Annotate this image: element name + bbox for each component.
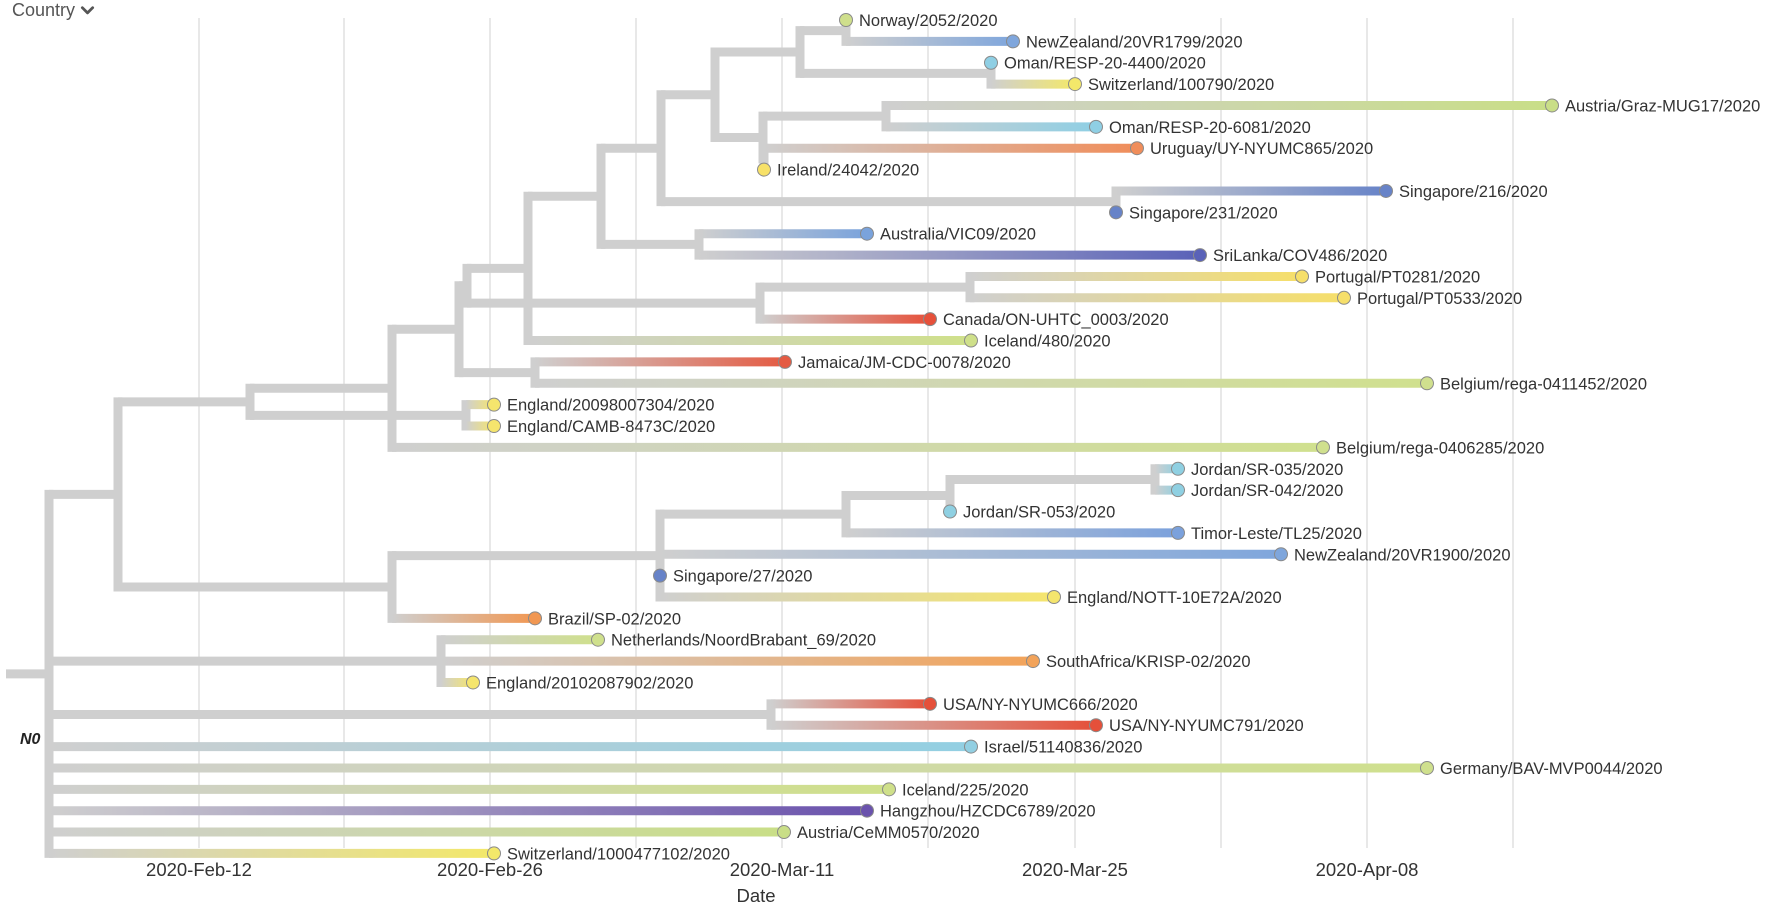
tip-node[interactable] — [528, 611, 542, 626]
tip-label: Switzerland/100790/2020 — [1088, 76, 1274, 94]
tip-label: Norway/2052/2020 — [859, 12, 998, 30]
tip-label: Singapore/216/2020 — [1399, 183, 1548, 201]
tip-label: USA/NY-NYUMC791/2020 — [1109, 717, 1304, 735]
tip-label: Israel/51140836/2020 — [984, 739, 1142, 757]
tip-label: Portugal/PT0281/2020 — [1315, 268, 1480, 286]
tip-label: Jamaica/JM-CDC-0078/2020 — [798, 354, 1011, 372]
branches — [6, 15, 1552, 858]
tip-node[interactable] — [1068, 77, 1082, 92]
tip-node[interactable] — [466, 675, 480, 690]
tip-node[interactable] — [1047, 589, 1061, 604]
tip-node[interactable] — [882, 782, 896, 797]
tip-label: USA/NY-NYUMC666/2020 — [943, 696, 1138, 714]
tip-label: Portugal/PT0533/2020 — [1357, 290, 1522, 308]
tip-label: Australia/VIC09/2020 — [880, 226, 1036, 244]
tip-label: Oman/RESP-20-6081/2020 — [1109, 119, 1311, 137]
tip-node[interactable] — [1379, 183, 1393, 198]
color-by-dropdown[interactable]: Country — [12, 0, 95, 21]
tip-label: Austria/CeMM0570/2020 — [797, 824, 980, 842]
tip-label: Jordan/SR-053/2020 — [963, 504, 1115, 522]
tip-label: Uruguay/UY-NYUMC865/2020 — [1150, 140, 1373, 158]
tip-label: Austria/Graz-MUG17/2020 — [1565, 97, 1760, 115]
tip-node[interactable] — [1295, 269, 1309, 284]
tip-label: SriLanka/COV486/2020 — [1213, 247, 1387, 265]
tip-label: Iceland/225/2020 — [902, 781, 1029, 799]
tip-label: Canada/ON-UHTC_0003/2020 — [943, 311, 1169, 329]
axis-tick-label: 2020-Apr-08 — [1316, 859, 1419, 880]
tip-label: SouthAfrica/KRISP-02/2020 — [1046, 653, 1251, 671]
tip-node[interactable] — [487, 846, 501, 861]
tip-node[interactable] — [1171, 483, 1185, 498]
x-axis: Date 2020-Feb-12 2020-Feb-26 2020-Mar-11 20… — [146, 859, 1418, 906]
tip-node[interactable] — [1337, 290, 1351, 305]
tip-node[interactable] — [591, 632, 605, 647]
tip-node[interactable] — [1089, 119, 1103, 134]
tip-label: Switzerland/1000477102/2020 — [507, 845, 730, 863]
tip-node[interactable] — [757, 162, 771, 177]
tip-node[interactable] — [653, 568, 667, 583]
tip-label: Jordan/SR-042/2020 — [1191, 482, 1343, 500]
tip-node[interactable] — [943, 504, 957, 519]
tip-label: NewZealand/20VR1799/2020 — [1026, 33, 1243, 51]
tips: Norway/2052/2020 NewZealand/20VR1799/2020… — [466, 12, 1760, 863]
tip-label: Brazil/SP-02/2020 — [548, 610, 681, 628]
tip-node[interactable] — [923, 312, 937, 327]
axis-tick-label: 2020-Mar-11 — [730, 859, 835, 880]
tip-node[interactable] — [1420, 376, 1434, 391]
axis-tick-label: 2020-Feb-12 — [146, 859, 252, 880]
tip-node[interactable] — [487, 397, 501, 412]
tip-label: Belgium/rega-0406285/2020 — [1336, 439, 1544, 457]
tip-node[interactable] — [778, 354, 792, 369]
tip-label: Oman/RESP-20-4400/2020 — [1004, 55, 1206, 73]
tip-node[interactable] — [1171, 461, 1185, 476]
tip-label: Jordan/SR-035/2020 — [1191, 461, 1343, 479]
tip-node[interactable] — [1130, 141, 1144, 156]
tip-node[interactable] — [860, 803, 874, 818]
axis-title: Date — [736, 885, 775, 906]
tip-node[interactable] — [1316, 440, 1330, 455]
tip-node[interactable] — [1193, 248, 1207, 263]
color-by-label: Country — [12, 0, 76, 20]
tip-node[interactable] — [777, 825, 791, 840]
tip-label: Belgium/rega-0411452/2020 — [1440, 375, 1647, 393]
tip-label: Iceland/480/2020 — [984, 333, 1111, 351]
tip-label: Netherlands/NoordBrabant_69/2020 — [611, 632, 876, 650]
tip-node[interactable] — [487, 419, 501, 434]
tip-label: Singapore/231/2020 — [1129, 204, 1278, 222]
tip-label: Ireland/24042/2020 — [777, 162, 919, 180]
tip-node[interactable] — [1089, 718, 1103, 733]
tip-label: England/20098007304/2020 — [507, 397, 714, 415]
tip-node[interactable] — [923, 696, 937, 711]
tip-node[interactable] — [1274, 547, 1288, 562]
tip-node[interactable] — [839, 13, 853, 27]
tip-label: England/20102087902/2020 — [486, 674, 693, 692]
tip-node[interactable] — [964, 739, 978, 754]
tip-label: Germany/BAV-MVP0044/2020 — [1440, 760, 1663, 778]
tip-node[interactable] — [964, 333, 978, 348]
tip-label: Timor-Leste/TL25/2020 — [1191, 525, 1362, 543]
root-node-label: N0 — [20, 731, 41, 748]
tip-label: England/NOTT-10E72A/2020 — [1067, 589, 1282, 607]
tip-node[interactable] — [1026, 654, 1040, 669]
tip-node[interactable] — [860, 226, 874, 241]
tip-node[interactable] — [1006, 34, 1020, 49]
tip-label: England/CAMB-8473C/2020 — [507, 418, 715, 436]
tip-node[interactable] — [1545, 98, 1559, 113]
axis-tick-label: 2020-Feb-26 — [437, 859, 543, 880]
tip-label: Singapore/27/2020 — [673, 568, 812, 586]
tip-node[interactable] — [1109, 205, 1123, 220]
tip-label: NewZealand/20VR1900/2020 — [1294, 546, 1511, 564]
tip-node[interactable] — [984, 55, 998, 70]
tip-label: Hangzhou/HZCDC6789/2020 — [880, 803, 1096, 821]
axis-tick-label: 2020-Mar-25 — [1022, 859, 1128, 880]
tip-node[interactable] — [1420, 760, 1434, 775]
chevron-down-icon — [80, 6, 95, 15]
tip-node[interactable] — [1171, 525, 1185, 540]
